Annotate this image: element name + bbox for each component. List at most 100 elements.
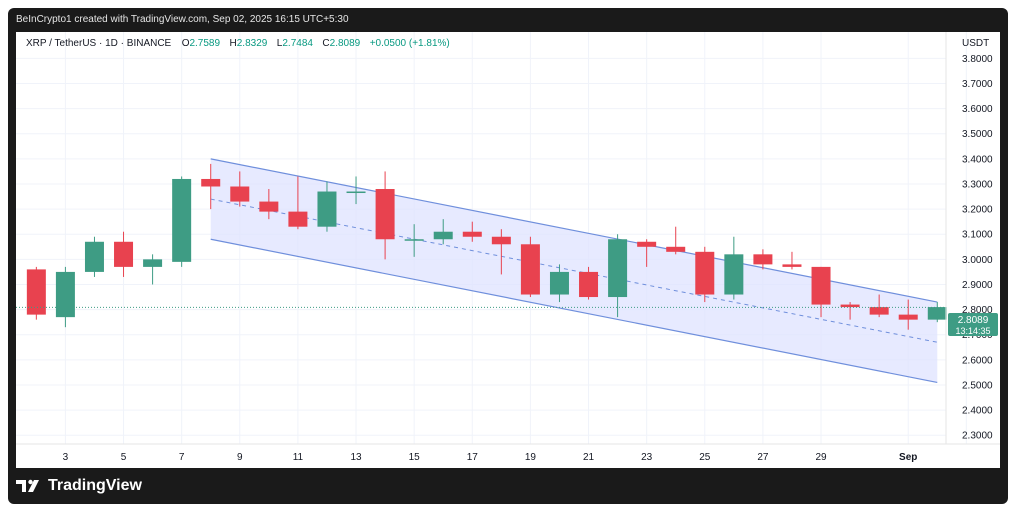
legend-change: +0.0500 (+1.81%) — [370, 38, 450, 49]
candle-body — [491, 236, 511, 245]
candle-up — [927, 302, 947, 323]
candle-body — [695, 251, 715, 295]
time-tick-label: 21 — [583, 452, 595, 463]
candle-body — [259, 201, 279, 212]
candle-down — [26, 266, 46, 320]
legend-low-value: 2.7484 — [282, 38, 313, 49]
price-tick-label: 2.3000 — [962, 431, 993, 442]
time-tick-label: Sep — [899, 452, 917, 463]
candle-up — [608, 234, 628, 318]
time-tick-label: 13 — [350, 452, 362, 463]
candlestick-chart[interactable]: 3.8000 3.7000 3.6000 3.5000 3.4000 3.3000 3.20… — [16, 32, 1000, 468]
time-tick-label: 23 — [641, 452, 653, 463]
legend-open-value: 2.7589 — [189, 38, 220, 49]
candle-down — [898, 299, 918, 330]
price-tick-label: 3.0000 — [962, 255, 993, 266]
time-tick-label: 17 — [467, 452, 479, 463]
candle-down — [114, 231, 134, 277]
candle-down — [637, 239, 657, 267]
time-axis[interactable]: 3 5 7 9 11 13 15 17 19 21 23 25 27 29 Sep — [63, 452, 918, 463]
time-tick-label: 11 — [293, 452, 304, 463]
candle-up — [404, 224, 424, 257]
candle-up — [549, 264, 569, 303]
tradingview-logo-icon — [16, 479, 39, 492]
time-tick-label: 27 — [757, 452, 769, 463]
candle-body — [811, 266, 831, 305]
price-badge-countdown: 13:14:35 — [955, 326, 990, 336]
candle-down — [840, 302, 860, 320]
candle-body — [608, 239, 628, 298]
price-badge-price: 2.8089 — [958, 315, 989, 326]
legend-close-value: 2.8089 — [330, 38, 361, 49]
time-tick-label: 9 — [237, 452, 243, 463]
candle-body — [404, 239, 424, 241]
price-tick-label: 2.8000 — [962, 305, 993, 316]
price-tick-label: 3.1000 — [962, 230, 993, 241]
candle-down — [230, 171, 250, 207]
candle-up — [433, 219, 453, 245]
candle-body — [927, 307, 947, 320]
candle-down — [869, 294, 889, 318]
candle-body — [549, 271, 569, 295]
channel-lower-line — [210, 238, 938, 384]
candle-up — [84, 236, 104, 277]
candles — [26, 163, 947, 330]
price-tick-label: 3.7000 — [962, 79, 993, 90]
price-tick-label: 2.4000 — [962, 406, 993, 417]
candle-down — [579, 266, 599, 300]
candle-down — [462, 221, 482, 242]
candle-body — [782, 264, 802, 267]
time-tick-label: 29 — [815, 452, 827, 463]
candle-body — [462, 231, 482, 237]
candle-body — [520, 244, 540, 295]
candle-down — [491, 229, 511, 275]
candle-body — [869, 307, 889, 315]
chart-frame: BeInCrypto1 created with TradingView.com… — [8, 8, 1008, 504]
candle-body — [898, 314, 918, 320]
candle-body — [317, 191, 337, 227]
branding[interactable]: TradingView — [16, 472, 142, 500]
candle-body — [172, 178, 192, 262]
price-badge: 2.8089 13:14:35 — [948, 313, 998, 336]
price-tick-label: 2.6000 — [962, 355, 993, 366]
candle-up — [55, 266, 75, 328]
candle-body — [201, 178, 221, 187]
candle-body — [840, 304, 860, 308]
price-badge-bg — [948, 313, 998, 336]
price-tick-label: 3.4000 — [962, 154, 993, 165]
candle-down — [288, 176, 308, 230]
legend-high-value: 2.8329 — [237, 38, 268, 49]
price-tick-label: 3.3000 — [962, 179, 993, 190]
legend-open-label: O — [182, 38, 190, 49]
price-tick-label: 3.8000 — [962, 54, 993, 65]
candle-up — [724, 236, 744, 300]
candle-body — [288, 211, 308, 227]
time-tick-label: 25 — [699, 452, 711, 463]
candle-body — [26, 269, 46, 315]
brand-name: TradingView — [48, 477, 142, 494]
currency-label: USDT — [962, 38, 989, 49]
price-tick-label: 3.5000 — [962, 129, 993, 140]
price-tick-label: 3.2000 — [962, 205, 993, 216]
legend-low-label: L — [277, 38, 283, 49]
candle-body — [143, 259, 163, 267]
time-tick-label: 3 — [63, 452, 69, 463]
time-tick-label: 15 — [409, 452, 421, 463]
candle-up — [346, 176, 366, 205]
candle-body — [666, 246, 686, 252]
candle-body — [114, 241, 134, 267]
candle-up — [143, 254, 163, 285]
candle-down — [811, 266, 831, 318]
ohlc-legend: XRP / TetherUS · 1D · BINANCE O2.7589 H2… — [26, 33, 450, 50]
candle-body — [230, 186, 250, 202]
candle-body — [637, 241, 657, 247]
candle-down — [695, 246, 715, 303]
candle-down — [782, 251, 802, 270]
time-tick-label: 19 — [525, 452, 537, 463]
candle-up — [317, 181, 337, 232]
legend-close-label: C — [322, 38, 329, 49]
candle-down — [375, 171, 395, 260]
candle-body — [84, 241, 104, 272]
candle-down — [666, 226, 686, 255]
candle-body — [375, 189, 395, 240]
